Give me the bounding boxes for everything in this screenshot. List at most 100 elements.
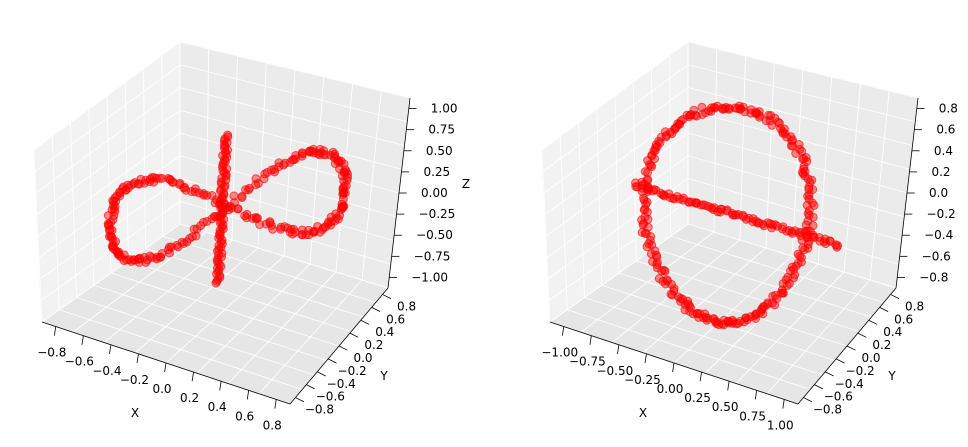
y-tick-mark bbox=[880, 307, 888, 311]
z-tick-label: −0.6 bbox=[922, 249, 951, 263]
x-tick-label: 1.00 bbox=[767, 418, 794, 432]
y-tick-mark bbox=[361, 320, 369, 324]
y-tick-label: −0.2 bbox=[846, 364, 875, 378]
x-tick-mark bbox=[247, 390, 248, 399]
y-tick-mark bbox=[350, 333, 358, 337]
y-tick-label: −0.6 bbox=[824, 390, 853, 404]
y-tick-mark bbox=[858, 333, 866, 337]
axes-1: −0.8−0.6−0.4−0.20.00.20.40.60.8−0.8−0.6−… bbox=[34, 42, 470, 432]
x-tick-mark bbox=[82, 336, 83, 345]
y-tick-mark bbox=[869, 320, 877, 324]
y-tick-label: −0.8 bbox=[813, 403, 842, 417]
y-axis-label: Y bbox=[887, 369, 896, 383]
y-tick-label: 0.6 bbox=[894, 312, 913, 326]
y-tick-label: 0.0 bbox=[353, 351, 372, 365]
x-tick-label: −0.25 bbox=[624, 373, 661, 387]
x-tick-label: 0.25 bbox=[684, 391, 711, 405]
y-tick-label: −0.8 bbox=[305, 403, 334, 417]
x-axis-label: X bbox=[639, 406, 647, 420]
y-tick-label: −0.4 bbox=[327, 377, 356, 391]
y-tick-label: −0.2 bbox=[338, 364, 367, 378]
x-tick-mark bbox=[54, 327, 55, 336]
x-tick-mark bbox=[275, 399, 276, 408]
z-tick-label: −0.25 bbox=[419, 207, 456, 221]
x-tick-label: 0.0 bbox=[152, 382, 171, 396]
x-tick-mark bbox=[783, 399, 784, 408]
x-tick-label: −0.8 bbox=[37, 346, 66, 360]
z-tick-label: 0.75 bbox=[428, 123, 455, 137]
x-tick-mark bbox=[755, 390, 756, 399]
y-tick-label: 0.8 bbox=[905, 299, 924, 313]
x-tick-label: 0.50 bbox=[712, 400, 739, 414]
z-tick-label: −0.8 bbox=[919, 270, 948, 284]
y-tick-mark bbox=[825, 372, 833, 376]
z-tick-label: −0.50 bbox=[416, 228, 453, 242]
data-point bbox=[792, 150, 800, 158]
data-point bbox=[212, 279, 220, 287]
data-point bbox=[238, 194, 246, 202]
y-tick-label: 0.2 bbox=[872, 338, 891, 352]
x-axis-label: X bbox=[131, 406, 139, 420]
x-tick-mark bbox=[109, 345, 110, 354]
y-tick-mark bbox=[328, 359, 336, 363]
x-tick-mark bbox=[562, 327, 563, 336]
y-tick-mark bbox=[372, 307, 380, 311]
y-tick-label: 0.2 bbox=[364, 338, 383, 352]
data-point bbox=[269, 225, 277, 233]
x-tick-mark bbox=[617, 345, 618, 354]
y-tick-mark bbox=[317, 372, 325, 376]
data-point bbox=[655, 275, 663, 283]
z-tick-label: 0.00 bbox=[421, 186, 448, 200]
x-tick-mark bbox=[165, 363, 166, 372]
y-tick-mark bbox=[847, 346, 855, 350]
y-tick-mark bbox=[306, 385, 314, 389]
z-axis-label: Z bbox=[462, 177, 470, 191]
data-point bbox=[787, 142, 795, 150]
y-tick-label: 0.0 bbox=[861, 351, 880, 365]
y-tick-mark bbox=[836, 359, 844, 363]
x-tick-mark bbox=[137, 354, 138, 363]
x-tick-label: −0.2 bbox=[120, 373, 149, 387]
y-tick-label: −0.6 bbox=[316, 390, 345, 404]
z-tick-label: 0.25 bbox=[423, 165, 450, 179]
z-tick-label: −1.00 bbox=[411, 270, 448, 284]
z-tick-label: −0.2 bbox=[927, 207, 956, 221]
x-tick-mark bbox=[645, 354, 646, 363]
y-tick-label: 0.6 bbox=[386, 312, 405, 326]
y-tick-mark bbox=[339, 346, 347, 350]
y-tick-label: −0.4 bbox=[835, 377, 864, 391]
z-tick-label: 0.4 bbox=[934, 144, 953, 158]
x-tick-mark bbox=[700, 372, 701, 381]
y-tick-mark bbox=[891, 294, 899, 298]
z-tick-label: 0.0 bbox=[929, 186, 948, 200]
x-tick-label: 0.4 bbox=[208, 400, 227, 414]
axes-2: −1.00−0.75−0.50−0.250.000.250.500.751.00… bbox=[541, 42, 957, 432]
x-tick-mark bbox=[192, 372, 193, 381]
x-tick-label: 0.00 bbox=[657, 382, 684, 396]
z-tick-label: −0.4 bbox=[924, 228, 953, 242]
x-tick-label: 0.2 bbox=[180, 391, 199, 405]
y-axis-label: Y bbox=[379, 369, 388, 383]
data-point bbox=[804, 209, 812, 217]
y-tick-label: 0.4 bbox=[375, 325, 394, 339]
y-tick-mark bbox=[814, 385, 822, 389]
x-tick-mark bbox=[728, 381, 729, 390]
z-tick-label: 0.50 bbox=[426, 144, 453, 158]
x-tick-label: 0.6 bbox=[235, 409, 254, 423]
y-tick-mark bbox=[383, 294, 391, 298]
x-tick-mark bbox=[220, 381, 221, 390]
y-tick-label: 0.4 bbox=[883, 325, 902, 339]
z-tick-label: 0.2 bbox=[931, 165, 950, 179]
x-tick-mark bbox=[590, 336, 591, 345]
data-point bbox=[833, 243, 841, 251]
x-tick-label: −0.4 bbox=[92, 364, 121, 378]
y-tick-label: 0.8 bbox=[397, 299, 416, 313]
y-tick-mark bbox=[295, 398, 303, 402]
y-tick-mark bbox=[803, 398, 811, 402]
x-tick-label: 0.75 bbox=[739, 409, 766, 423]
x-tick-label: −0.6 bbox=[65, 355, 94, 369]
z-tick-label: −0.75 bbox=[414, 249, 451, 263]
x-tick-mark bbox=[673, 363, 674, 372]
